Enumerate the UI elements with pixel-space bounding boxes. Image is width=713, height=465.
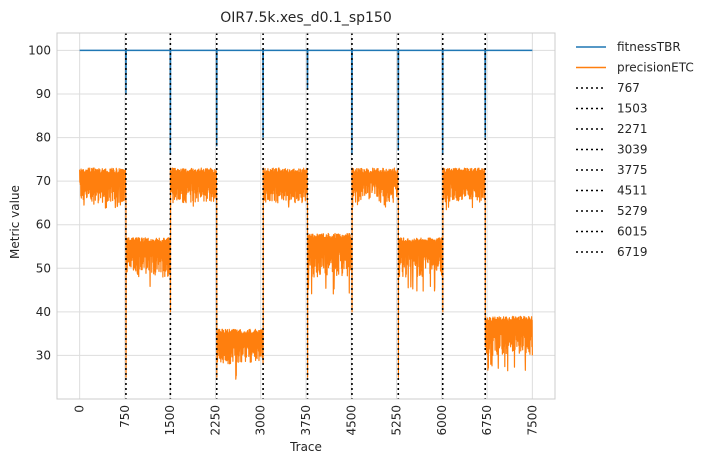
legend-label-fitnessTBR: fitnessTBR [617, 40, 681, 54]
x-tick-label: 2250 [208, 405, 222, 436]
x-axis-label: Trace [289, 440, 322, 454]
plot-area [56, 32, 556, 400]
x-tick-label: 750 [118, 405, 132, 428]
y-axis-label: Metric value [8, 185, 22, 259]
x-tick-label: 1500 [163, 405, 177, 436]
x-tick-label: 7500 [525, 405, 539, 436]
x-tick-label: 4500 [344, 405, 358, 436]
x-tick-label: 5250 [390, 405, 404, 436]
legend-label-drift-1503: 1503 [617, 102, 648, 116]
legend-label-drift-6015: 6015 [617, 225, 648, 239]
y-axis-ticks: 30 40 50 60 70 80 90 100 [28, 43, 51, 362]
y-tick-label: 80 [36, 131, 51, 145]
y-tick-label: 30 [36, 348, 51, 362]
legend-label-drift-5279: 5279 [617, 204, 648, 218]
chart-title: OIR7.5k.xes_d0.1_sp150 [220, 10, 392, 26]
y-tick-label: 50 [36, 261, 51, 275]
x-tick-label: 6750 [480, 405, 494, 436]
x-axis-ticks: 0 750 1500 2250 3000 3750 4500 5250 6000 6750 7500 [73, 405, 540, 436]
y-tick-label: 100 [28, 43, 51, 57]
y-tick-label: 90 [36, 87, 51, 101]
series-precisionETC [79, 167, 533, 380]
y-tick-label: 40 [36, 305, 51, 319]
legend-label-drift-4511: 4511 [617, 184, 648, 198]
x-tick-label: 3000 [254, 405, 268, 436]
x-tick-label: 6000 [435, 405, 449, 436]
drift-lines [125, 33, 487, 399]
x-tick-label: 3750 [299, 405, 313, 436]
y-tick-label: 70 [36, 174, 51, 188]
legend-label-drift-767: 767 [617, 81, 640, 95]
legend-label-drift-3039: 3039 [617, 143, 648, 157]
y-tick-label: 60 [36, 218, 51, 232]
legend: fitnessTBR precisionETC 767 1503 2271 3039 377… [576, 40, 694, 259]
legend-label-precisionETC: precisionETC [617, 61, 694, 75]
plot-border [56, 32, 556, 400]
legend-label-drift-3775: 3775 [617, 163, 648, 177]
legend-label-drift-2271: 2271 [617, 122, 648, 136]
x-tick-label: 0 [73, 405, 87, 413]
precisionETC-line [79, 167, 533, 380]
legend-label-drift-6719: 6719 [617, 245, 648, 259]
